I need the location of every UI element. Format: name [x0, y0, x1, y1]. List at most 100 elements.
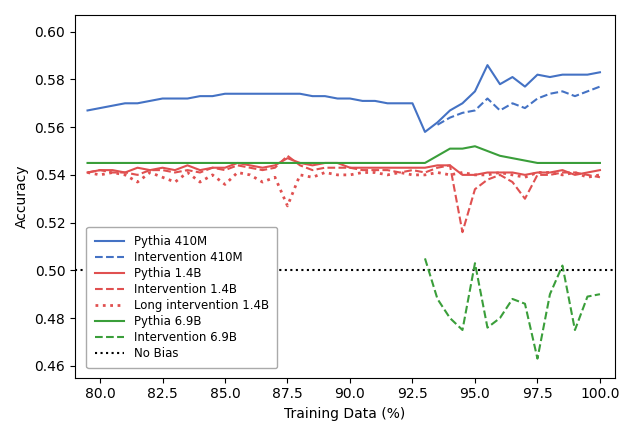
Pythia 410M — [558, 72, 566, 77]
Pythia 1.4B — [471, 172, 479, 177]
Pythia 410M — [246, 91, 254, 96]
Pythia 6.9B — [483, 148, 491, 153]
Intervention 410M — [509, 101, 516, 106]
Pythia 410M — [434, 120, 441, 125]
Intervention 6.9B — [584, 294, 591, 299]
Pythia 1.4B — [384, 165, 391, 170]
Pythia 1.4B — [134, 165, 141, 170]
Intervention 6.9B — [596, 292, 604, 297]
Intervention 1.4B — [471, 187, 479, 192]
Pythia 1.4B — [259, 165, 266, 170]
Pythia 1.4B — [184, 163, 191, 168]
Intervention 1.4B — [296, 163, 304, 168]
Intervention 1.4B — [384, 167, 391, 173]
Pythia 6.9B — [558, 160, 566, 166]
Intervention 410M — [546, 91, 554, 96]
Pythia 410M — [534, 72, 541, 77]
Pythia 1.4B — [359, 165, 366, 170]
Pythia 1.4B — [534, 170, 541, 175]
Pythia 410M — [96, 106, 104, 111]
Long intervention 1.4B — [446, 172, 453, 177]
Pythia 6.9B — [409, 160, 417, 166]
Long intervention 1.4B — [571, 170, 579, 175]
Pythia 1.4B — [396, 165, 404, 170]
Long intervention 1.4B — [534, 170, 541, 175]
Pythia 410M — [346, 96, 354, 101]
Intervention 1.4B — [246, 165, 254, 170]
Long intervention 1.4B — [334, 172, 342, 177]
Intervention 6.9B — [509, 296, 516, 302]
Long intervention 1.4B — [209, 172, 216, 177]
Intervention 1.4B — [221, 167, 229, 173]
Pythia 6.9B — [459, 146, 466, 151]
Intervention 6.9B — [471, 261, 479, 266]
Intervention 1.4B — [509, 180, 516, 185]
Pythia 6.9B — [446, 146, 453, 151]
Pythia 410M — [259, 91, 266, 96]
Intervention 6.9B — [546, 292, 554, 297]
Pythia 410M — [359, 98, 366, 103]
Pythia 410M — [521, 84, 529, 89]
Long intervention 1.4B — [434, 170, 441, 175]
Intervention 1.4B — [584, 172, 591, 177]
Pythia 410M — [121, 101, 129, 106]
Pythia 410M — [308, 93, 316, 99]
Pythia 6.9B — [396, 160, 404, 166]
Long intervention 1.4B — [171, 180, 179, 185]
Pythia 1.4B — [196, 167, 204, 173]
Pythia 6.9B — [371, 160, 379, 166]
Pythia 410M — [84, 108, 92, 113]
Pythia 6.9B — [221, 160, 229, 166]
Pythia 1.4B — [346, 165, 354, 170]
Long intervention 1.4B — [409, 172, 417, 177]
Intervention 410M — [471, 108, 479, 113]
Pythia 6.9B — [184, 160, 191, 166]
Pythia 1.4B — [558, 167, 566, 173]
Intervention 1.4B — [171, 170, 179, 175]
Intervention 6.9B — [558, 263, 566, 268]
Intervention 1.4B — [184, 167, 191, 173]
Long intervention 1.4B — [121, 172, 129, 177]
Pythia 1.4B — [496, 170, 504, 175]
Pythia 6.9B — [84, 160, 92, 166]
Line: Pythia 410M: Pythia 410M — [88, 65, 600, 132]
Intervention 1.4B — [321, 165, 329, 170]
Intervention 1.4B — [346, 165, 354, 170]
Intervention 6.9B — [446, 316, 453, 321]
Pythia 6.9B — [246, 160, 254, 166]
Pythia 410M — [296, 91, 304, 96]
Pythia 6.9B — [259, 160, 266, 166]
Long intervention 1.4B — [196, 180, 204, 185]
Long intervention 1.4B — [346, 172, 354, 177]
Line: Pythia 6.9B: Pythia 6.9B — [88, 146, 600, 163]
Pythia 6.9B — [509, 156, 516, 161]
Intervention 410M — [571, 93, 579, 99]
Intervention 6.9B — [496, 316, 504, 321]
Long intervention 1.4B — [359, 170, 366, 175]
Long intervention 1.4B — [471, 172, 479, 177]
Intervention 6.9B — [434, 296, 441, 302]
Intervention 1.4B — [308, 167, 316, 173]
Intervention 1.4B — [271, 165, 279, 170]
Pythia 1.4B — [371, 165, 379, 170]
Long intervention 1.4B — [509, 172, 516, 177]
Intervention 1.4B — [571, 170, 579, 175]
Pythia 410M — [233, 91, 241, 96]
Pythia 1.4B — [596, 167, 604, 173]
Long intervention 1.4B — [184, 170, 191, 175]
Pythia 410M — [321, 93, 329, 99]
Pythia 1.4B — [409, 165, 417, 170]
Intervention 1.4B — [334, 165, 342, 170]
Pythia 1.4B — [546, 170, 554, 175]
Intervention 1.4B — [521, 196, 529, 201]
Intervention 1.4B — [196, 170, 204, 175]
Pythia 1.4B — [521, 172, 529, 177]
Long intervention 1.4B — [96, 172, 104, 177]
Intervention 1.4B — [233, 163, 241, 168]
Pythia 410M — [334, 96, 342, 101]
Pythia 1.4B — [321, 160, 329, 166]
Pythia 6.9B — [109, 160, 116, 166]
Pythia 410M — [134, 101, 141, 106]
Long intervention 1.4B — [259, 180, 266, 185]
Pythia 410M — [184, 96, 191, 101]
